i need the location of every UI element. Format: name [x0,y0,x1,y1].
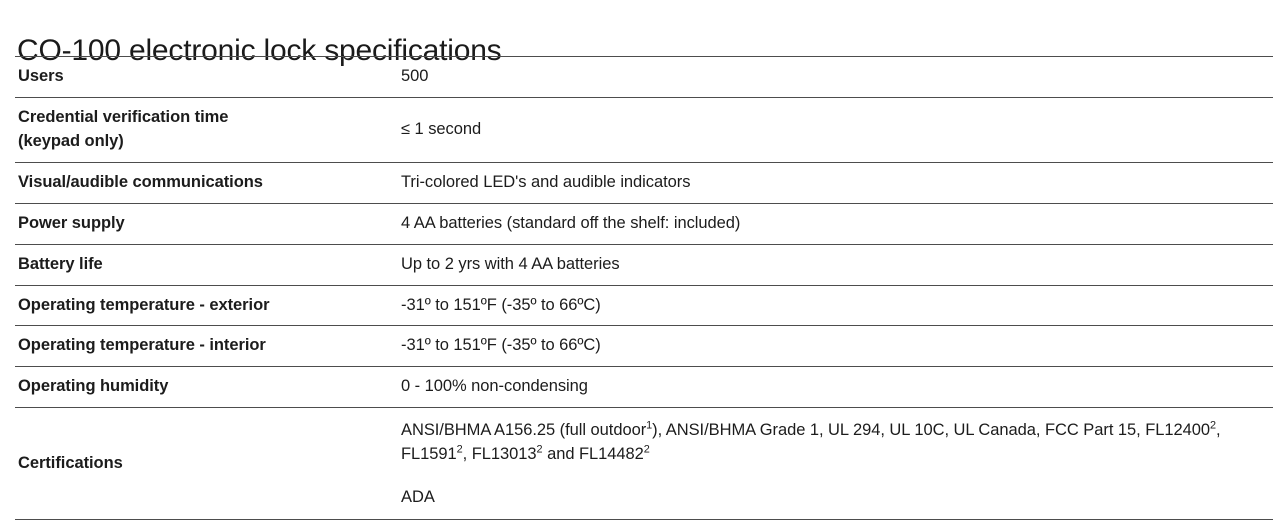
label-text: Visual/audible communications [18,172,263,191]
spec-value-operating-humidity: 0 - 100% non-condensing [401,367,1273,408]
value-text: Up to 2 yrs with 4 AA batteries [401,254,620,273]
certifications-text: ANSI/BHMA A156.25 (full outdoor1), ANSI/… [401,419,1267,467]
spec-label-visual-audible-communications: Visual/audible communications [15,162,401,203]
label-text: Users [18,67,64,85]
footnote-marker-3: 2 [456,443,463,456]
spec-label-users: Users [15,57,401,98]
footnote-marker-2: 2 [1210,419,1216,432]
table-row: Operating temperature - interior -31º to… [15,325,1273,367]
cert-part-1: ANSI/BHMA A156.25 (full outdoor [401,421,647,440]
label-text: Operating temperature - exterior [18,295,270,314]
table-row: Operating temperature - exterior -31º to… [15,285,1273,326]
label-text: Battery life [18,254,103,273]
cert-part-5: and FL14482 [542,445,644,464]
spec-label-certifications: Certifications [15,408,401,520]
label-text: Operating temperature - interior [18,336,266,355]
page-title: CO-100 electronic lock specifications [17,34,502,68]
value-text: 0 - 100% non-condensing [401,377,588,396]
spec-value-certifications: ANSI/BHMA A156.25 (full outdoor1), ANSI/… [401,408,1273,520]
spec-value-users: 500 [401,57,1273,98]
spec-label-battery-life: Battery life [15,244,401,285]
spec-value-battery-life: Up to 2 yrs with 4 AA batteries [401,244,1273,285]
cert-part-3: , FL1591 [401,421,1221,464]
footnote-marker-1: 1 [646,419,653,432]
value-text: Tri-colored LED's and audible indicators [401,172,691,191]
table-body: Users 500 Credential verification time (… [15,56,1273,520]
label-text: Power supply [18,213,125,232]
footnote-marker-4: 2 [536,443,543,456]
label-text: Certifications [18,453,123,472]
table-row: Credential verification time (keypad onl… [15,97,1273,162]
label-text-secondary: (keypad only) [18,131,124,150]
spec-label-operating-temperature-exterior: Operating temperature - exterior [15,285,401,326]
value-text: 4 AA batteries (standard off the shelf: … [401,213,741,232]
spec-value-credential-verification-time: ≤ 1 second [401,97,1273,162]
value-text: 500 [401,67,429,85]
label-text: Credential verification time [18,107,229,126]
label-text: Operating humidity [18,377,169,396]
table-row: Operating humidity 0 - 100% non-condensi… [15,366,1273,408]
table-row: Battery life Up to 2 yrs with 4 AA batte… [15,244,1273,285]
table-row: Visual/audible communications Tri-colore… [15,162,1273,203]
spec-label-credential-verification-time: Credential verification time (keypad onl… [15,97,401,162]
table-row: Certifications ANSI/BHMA A156.25 (full o… [15,407,1273,520]
spec-value-power-supply: 4 AA batteries (standard off the shelf: … [401,203,1273,244]
spec-value-operating-temperature-exterior: -31º to 151ºF (-35º to 66ºC) [401,285,1273,326]
spec-value-operating-temperature-interior: -31º to 151ºF (-35º to 66ºC) [401,326,1273,367]
value-text: ≤ 1 second [401,119,482,138]
cert-part-4: , FL13013 [462,445,537,464]
table-row: Users 500 [15,56,1273,98]
specifications-table: Users 500 Credential verification time (… [15,56,1273,520]
spec-label-operating-temperature-interior: Operating temperature - interior [15,326,401,367]
value-text: -31º to 151ºF (-35º to 66ºC) [401,295,601,314]
cert-part-2: ), ANSI/BHMA Grade 1, UL 294, UL 10C, UL… [652,421,1210,440]
spec-value-visual-audible-communications: Tri-colored LED's and audible indicators [401,162,1273,203]
spec-label-operating-humidity: Operating humidity [15,367,401,408]
footnote-marker-5: 2 [643,443,650,456]
value-text: -31º to 151ºF (-35º to 66ºC) [401,336,601,355]
spec-label-power-supply: Power supply [15,203,401,244]
certifications-extra-text: ADA [401,488,435,507]
table-row: Power supply 4 AA batteries (standard of… [15,203,1273,244]
